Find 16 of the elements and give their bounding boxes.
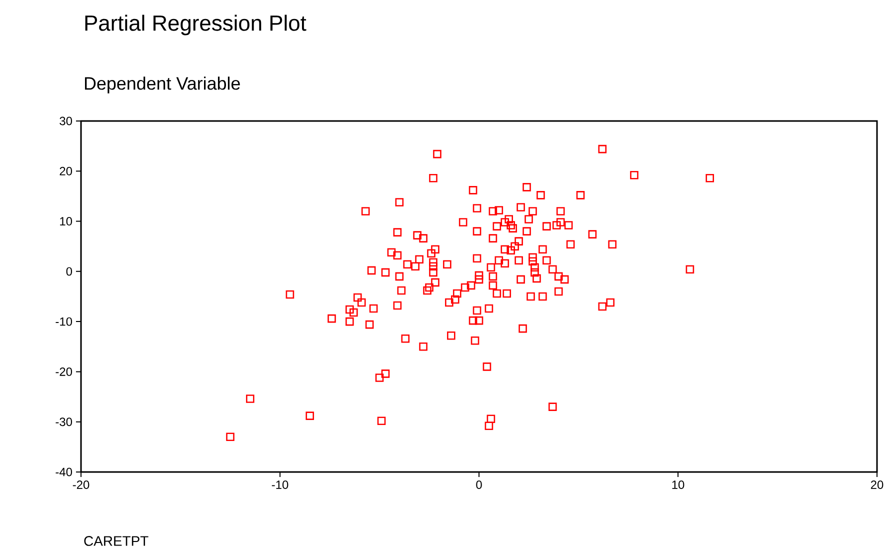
y-tick-label: 30 xyxy=(60,116,72,126)
x-tick-label: 10 xyxy=(672,480,684,489)
chart-subtitle: Dependent Variable xyxy=(84,76,240,94)
y-tick-label: -30 xyxy=(56,418,72,426)
x-tick-label: 0 xyxy=(476,480,482,489)
x-axis-title: CARETPT xyxy=(84,536,148,546)
x-tick-label: -20 xyxy=(72,480,90,489)
y-tick-label: -20 xyxy=(56,367,72,376)
y-tick-label: 0 xyxy=(66,267,72,276)
x-tick-label: 20 xyxy=(870,480,884,489)
chart-title: Partial Regression Plot xyxy=(85,14,306,36)
y-tick-label: -10 xyxy=(56,317,72,326)
x-tick-label: -10 xyxy=(272,480,288,489)
y-tick-label: 20 xyxy=(60,166,72,176)
y-tick-label: 10 xyxy=(60,217,72,226)
y-tick-label: -40 xyxy=(56,468,72,476)
